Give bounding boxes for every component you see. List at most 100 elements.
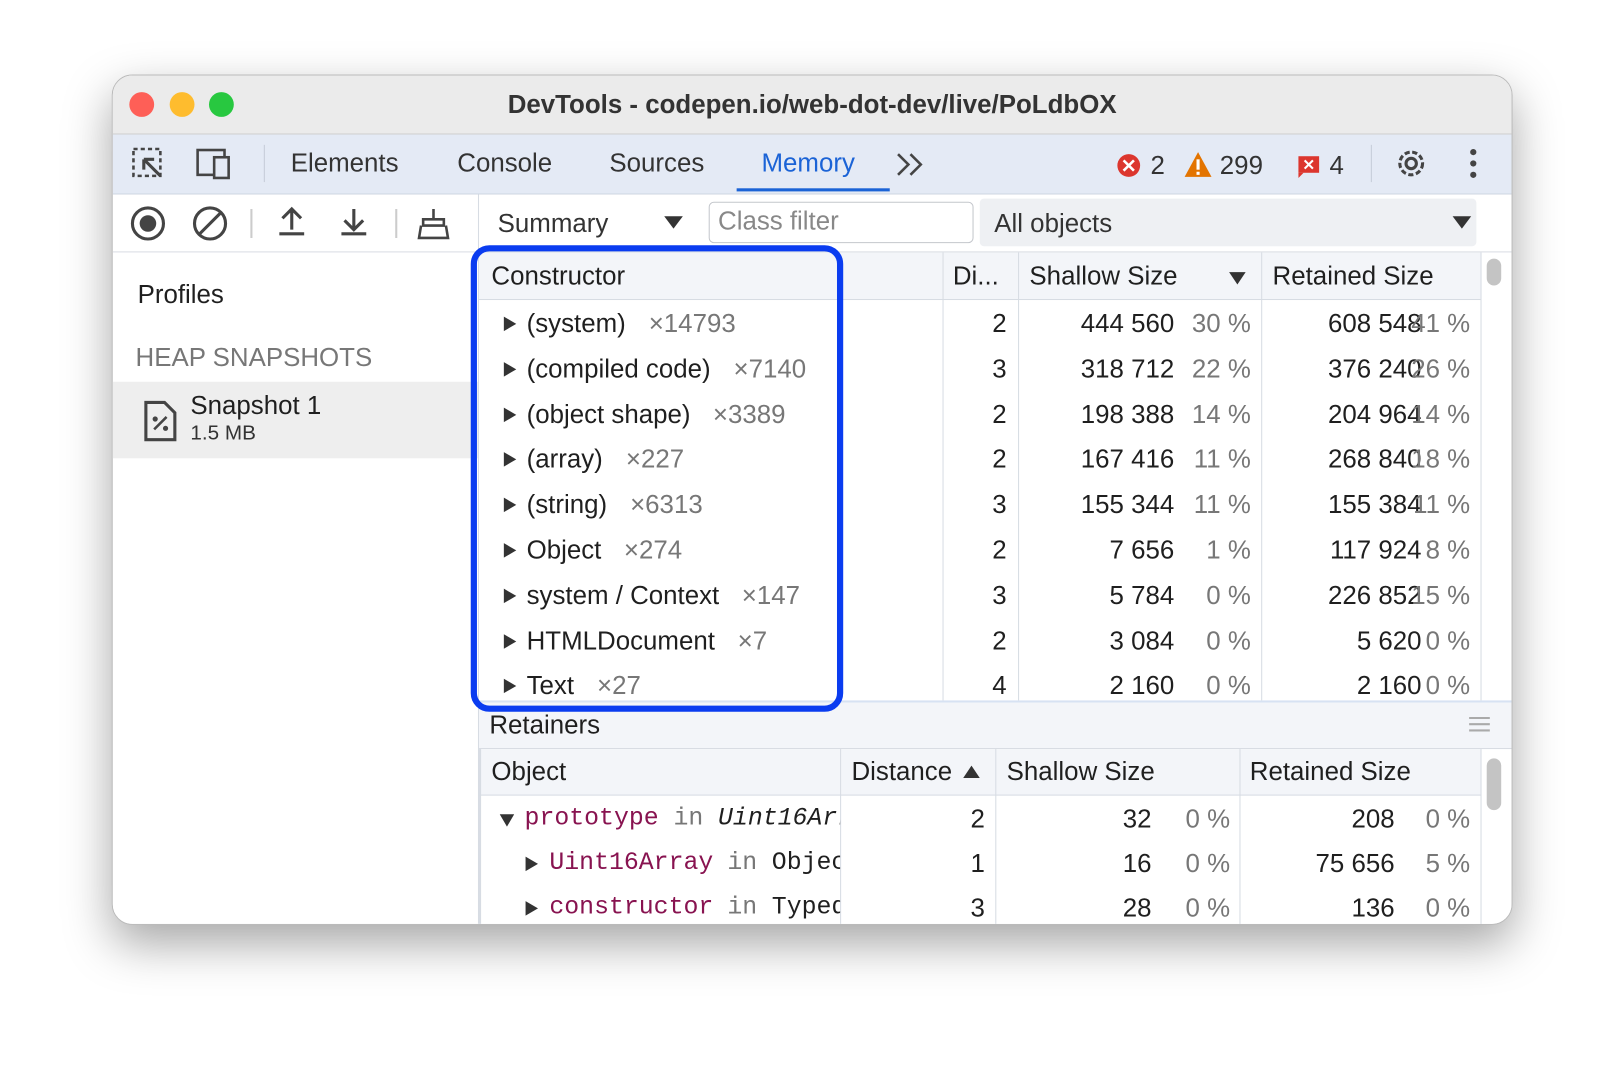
tab[interactable]: Console <box>457 148 553 178</box>
expand-arrow[interactable] <box>503 316 517 333</box>
shallow-size: 318 712 <box>1080 354 1175 384</box>
expand-arrow[interactable] <box>499 811 515 828</box>
distance: 1 <box>970 849 985 879</box>
constructor-name: (array) <box>526 445 603 475</box>
tab[interactable]: Elements <box>290 148 399 178</box>
retained-size: 204 964 <box>1328 399 1422 429</box>
expand-arrow[interactable] <box>503 678 517 695</box>
memory-toolbar: Summary Class filter All objects <box>112 194 1512 253</box>
retained-percent: 8 % <box>1425 535 1471 565</box>
distance: 2 <box>992 535 1007 565</box>
expand-arrow[interactable] <box>525 900 539 917</box>
column-header[interactable]: Di... <box>952 261 999 291</box>
section-heading: HEAP SNAPSHOTS <box>135 343 373 373</box>
constructor-name: (string) <box>526 490 608 520</box>
inspect-icon[interactable] <box>132 147 162 178</box>
instance-count: ×227 <box>625 445 685 475</box>
expand-arrow[interactable] <box>525 856 539 873</box>
expand-arrow[interactable] <box>503 361 517 378</box>
distance: 2 <box>992 626 1007 656</box>
expand-arrow[interactable] <box>503 497 517 514</box>
constructor-name: (object shape) <box>526 399 691 429</box>
zoom-button[interactable] <box>208 92 234 117</box>
retained-size: 608 548 <box>1328 309 1422 339</box>
shallow-size: 444 560 <box>1080 309 1175 339</box>
highlight-box <box>470 245 844 712</box>
instance-count: ×6313 <box>630 490 703 520</box>
expand-arrow[interactable] <box>503 587 517 604</box>
resize-handle[interactable] <box>1468 715 1491 734</box>
error-icon <box>1117 154 1141 177</box>
retainer-owner: Typed <box>771 893 841 922</box>
minimize-button[interactable] <box>169 92 195 117</box>
instance-count: ×7140 <box>733 354 807 384</box>
sort-indicator <box>1229 272 1246 285</box>
column-header[interactable]: Shallow Size <box>1006 757 1155 787</box>
distance: 2 <box>992 445 1007 475</box>
window-title: DevTools - codepen.io/web-dot-dev/live/P… <box>507 90 1117 119</box>
scrollbar[interactable] <box>1486 258 1502 286</box>
shallow-size: 28 <box>1122 893 1152 923</box>
retainer-in: in <box>673 804 704 833</box>
retained-percent: 41 % <box>1411 309 1471 339</box>
shallow-size: 2 160 <box>1109 671 1175 701</box>
shallow-percent: 0 % <box>1206 671 1251 701</box>
scope-select[interactable]: All objects <box>979 198 1477 247</box>
shallow-percent: 0 % <box>1185 804 1231 834</box>
load-button[interactable] <box>279 206 305 236</box>
retainers-panel: Retainers Object Distance Shallow Size R… <box>479 700 1512 924</box>
summary-table: Constructor Di... Shallow Size Retained … <box>479 252 1512 708</box>
column-header[interactable]: Retained Size <box>1272 261 1434 291</box>
tab-bar: Elements Console Sources Memory 2 299 4 <box>112 134 1512 195</box>
more-tabs[interactable] <box>895 151 926 178</box>
retainer-owner: Uint16Arr <box>718 804 841 833</box>
retained-size: 136 <box>1351 893 1395 923</box>
error-count[interactable]: 2 <box>1150 151 1165 181</box>
warning-count[interactable]: 299 <box>1219 151 1263 181</box>
retained-size: 117 924 <box>1329 535 1422 565</box>
instance-count: ×274 <box>623 535 683 565</box>
settings-icon[interactable] <box>1394 146 1429 181</box>
issue-count[interactable]: 4 <box>1329 151 1344 181</box>
snapshot-icon <box>144 400 177 442</box>
shallow-percent: 11 % <box>1193 490 1251 520</box>
shallow-percent: 0 % <box>1206 626 1251 656</box>
column-header[interactable]: Shallow Size <box>1029 261 1178 291</box>
column-header[interactable]: Constructor <box>491 261 626 291</box>
menu-icon[interactable] <box>1466 147 1480 182</box>
retainer-name: Uint16Array <box>549 849 714 878</box>
save-button[interactable] <box>341 208 367 236</box>
retained-size: 2 160 <box>1356 671 1422 701</box>
snapshot-item[interactable]: Snapshot 1 1.5 MB <box>112 381 478 459</box>
expand-arrow[interactable] <box>503 406 517 423</box>
scrollbar[interactable] <box>1486 758 1502 811</box>
distance: 3 <box>992 581 1007 611</box>
class-filter[interactable]: Class filter <box>708 201 974 244</box>
distance: 2 <box>992 309 1007 339</box>
record-button[interactable] <box>130 206 166 241</box>
gc-button[interactable] <box>417 208 450 240</box>
distance: 3 <box>992 490 1007 520</box>
retained-size: 75 656 <box>1315 849 1395 879</box>
distance: 3 <box>992 354 1007 384</box>
tab[interactable]: Sources <box>609 148 705 178</box>
retained-percent: 11 % <box>1413 490 1471 520</box>
expand-arrow[interactable] <box>503 542 517 559</box>
column-header[interactable]: Retained Size <box>1249 757 1411 787</box>
column-header[interactable]: Distance <box>851 757 953 787</box>
close-button[interactable] <box>129 92 155 117</box>
view-select[interactable]: Summary <box>497 208 609 238</box>
column-header[interactable]: Object <box>491 757 567 787</box>
sidebar: Profiles HEAP SNAPSHOTS Snapshot 1 1.5 M… <box>112 252 480 924</box>
retained-percent: 14 % <box>1411 399 1471 429</box>
retained-size: 376 240 <box>1328 354 1422 384</box>
tab-active[interactable]: Memory <box>761 148 855 178</box>
warning-icon <box>1184 152 1212 177</box>
snapshot-size: 1.5 MB <box>190 422 256 445</box>
shallow-size: 155 344 <box>1080 490 1175 520</box>
clear-button[interactable] <box>192 206 228 241</box>
expand-arrow[interactable] <box>503 451 517 468</box>
expand-arrow[interactable] <box>503 633 517 650</box>
retained-percent: 0 % <box>1425 893 1471 923</box>
retained-size: 155 384 <box>1328 490 1422 520</box>
